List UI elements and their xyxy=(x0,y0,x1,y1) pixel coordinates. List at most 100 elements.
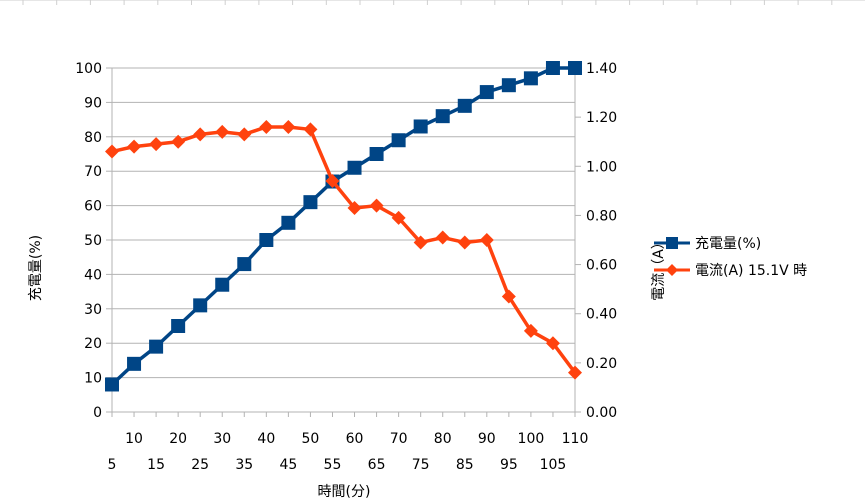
data-point xyxy=(193,127,208,142)
x-axis-tick-label: 35 xyxy=(235,457,253,473)
data-point xyxy=(149,137,164,152)
series-charge xyxy=(105,61,582,392)
data-point xyxy=(259,119,274,134)
data-point xyxy=(435,230,450,245)
x-axis-ticks: 10 20 30 40 50 60 70 80 90 100 110 5 15 25 35 45 55 65 75 8… xyxy=(108,412,589,473)
data-point xyxy=(303,122,318,137)
data-point xyxy=(215,277,230,292)
y-axis-left-tick-label: 90 xyxy=(84,95,102,111)
data-point xyxy=(347,160,362,175)
data-point xyxy=(523,71,538,86)
series-layer xyxy=(105,61,582,392)
data-point xyxy=(369,147,384,161)
legend: 充電量(%) 電流(A) 15.1V 時 xyxy=(654,236,807,279)
data-point xyxy=(281,119,296,134)
x-axis-tick-label: 15 xyxy=(147,457,165,473)
y-axis-right-tick-label: 1.00 xyxy=(586,159,617,175)
y-axis-left-tick-label: 80 xyxy=(84,130,102,146)
x-axis-tick-label: 20 xyxy=(169,431,187,447)
data-point xyxy=(479,233,494,247)
data-point xyxy=(391,210,406,225)
y-axis-left-tick-label: 50 xyxy=(84,233,102,249)
data-point xyxy=(105,377,119,392)
y-axis-left-tick-label: 40 xyxy=(84,267,102,283)
series-line xyxy=(110,66,575,386)
x-axis-tick-label: 75 xyxy=(412,457,430,473)
x-axis-tick-label: 110 xyxy=(562,431,589,447)
x-axis-tick-label: 5 xyxy=(108,457,117,473)
data-point xyxy=(391,133,406,148)
x-axis-tick-label: 95 xyxy=(500,457,518,473)
y-axis-left-tick-label: 0 xyxy=(93,405,102,421)
legend-item-charge: 充電量(%) xyxy=(654,236,761,252)
data-point xyxy=(127,356,142,371)
legend-current-label: 電流(A) 15.1V 時 xyxy=(695,263,807,279)
data-point xyxy=(479,85,494,100)
x-axis-tick-label: 50 xyxy=(302,431,320,447)
y-axis-left-tick-label: 70 xyxy=(84,164,102,180)
x-axis-tick-label: 85 xyxy=(456,457,474,473)
data-point xyxy=(215,124,230,139)
data-point xyxy=(545,61,560,75)
y-axis-left-tick-label: 20 xyxy=(84,336,102,352)
data-point xyxy=(237,127,252,142)
y-axis-right-tick-label: 0.80 xyxy=(586,208,617,224)
data-point xyxy=(413,119,428,134)
y-axis-left-title: 充電量(%) xyxy=(28,235,44,301)
x-axis-tick-label: 45 xyxy=(279,457,297,473)
data-point xyxy=(171,134,186,149)
x-axis-tick-label: 70 xyxy=(390,431,408,447)
y-axis-left-tick-label: 10 xyxy=(84,371,102,387)
data-point xyxy=(413,235,428,250)
y-axis-left-ticks: 0 10 20 30 40 50 60 70 80 90 100 xyxy=(75,61,112,421)
legend-charge-label: 充電量(%) xyxy=(695,236,761,252)
y-axis-right-tick-label: 1.20 xyxy=(586,110,617,126)
x-axis-tick-label: 30 xyxy=(213,431,231,447)
data-point xyxy=(281,215,296,230)
data-point xyxy=(568,61,582,75)
x-axis-title: 時間(分) xyxy=(318,484,371,500)
y-axis-right-tick-label: 0.20 xyxy=(586,356,617,372)
y-axis-right-tick-label: 0.00 xyxy=(586,405,617,421)
data-point xyxy=(303,195,318,210)
legend-item-current: 電流(A) 15.1V 時 xyxy=(654,263,807,279)
data-point xyxy=(435,109,450,124)
data-point xyxy=(523,323,538,338)
x-axis-tick-label: 10 xyxy=(125,431,143,447)
series-current xyxy=(105,119,582,380)
y-axis-right-ticks: 0.00 0.20 0.40 0.60 0.80 1.00 1.20 1.40 xyxy=(575,61,617,421)
x-axis-tick-label: 100 xyxy=(518,431,545,447)
legend-current-marker xyxy=(666,264,678,276)
data-point xyxy=(171,319,186,333)
gridlines xyxy=(112,67,575,413)
y-axis-left-tick-label: 100 xyxy=(75,61,102,77)
data-point xyxy=(325,174,340,189)
data-point xyxy=(501,289,516,304)
x-axis-tick-label: 40 xyxy=(257,431,275,447)
data-point xyxy=(105,144,119,159)
data-point xyxy=(501,78,516,93)
x-axis-tick-label: 60 xyxy=(346,431,364,447)
data-point xyxy=(193,298,208,313)
data-point xyxy=(237,257,252,272)
data-point xyxy=(457,235,472,250)
x-axis-tick-label: 25 xyxy=(191,457,209,473)
top-border-ticks xyxy=(0,0,865,5)
data-point xyxy=(545,336,560,351)
y-axis-left-tick-label: 60 xyxy=(84,199,102,215)
x-axis-tick-label: 105 xyxy=(540,457,567,473)
data-point xyxy=(149,339,164,354)
y-axis-right-tick-label: 0.40 xyxy=(586,307,617,323)
y-axis-right-title: 電流（A） xyxy=(651,235,667,301)
series-line xyxy=(111,125,577,374)
legend-charge-marker xyxy=(666,237,678,249)
data-point xyxy=(568,365,582,380)
x-axis-tick-label: 80 xyxy=(434,431,452,447)
data-point xyxy=(259,233,274,247)
y-axis-right-tick-label: 1.40 xyxy=(586,61,617,77)
y-axis-left-tick-label: 30 xyxy=(84,302,102,318)
data-point xyxy=(127,139,142,154)
x-axis-tick-label: 55 xyxy=(324,457,342,473)
